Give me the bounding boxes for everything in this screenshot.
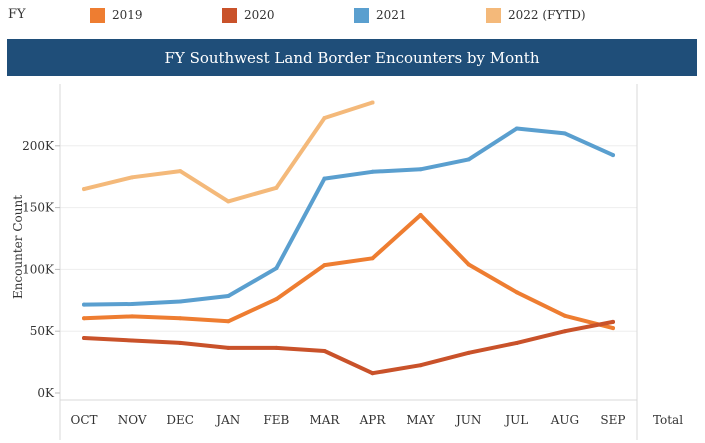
legend-label: 2021	[376, 8, 407, 22]
legend-label: 2019	[112, 8, 143, 22]
data-point[interactable]	[226, 199, 231, 204]
legend-item-2020[interactable]: 2020	[222, 6, 275, 24]
y-tick-label: 200K	[22, 139, 55, 153]
legend-swatch	[486, 7, 501, 23]
data-point[interactable]	[82, 316, 87, 321]
series-line-2020[interactable]	[82, 319, 615, 376]
data-point[interactable]	[514, 340, 519, 345]
data-point[interactable]	[130, 302, 135, 307]
x-tick-label: APR	[359, 413, 387, 427]
data-point[interactable]	[178, 316, 183, 321]
axis-layer: 0K 50K 100K 150K 200K OCT NOV DEC JAN FEB MAR APR MA…	[22, 84, 638, 440]
line-chart: 0K 50K 100K 150K 200K OCT NOV DEC JAN FEB MAR APR MA…	[11, 84, 683, 440]
legend-swatch	[222, 7, 237, 23]
x-tick-label: JUN	[454, 413, 481, 427]
data-point[interactable]	[226, 319, 231, 324]
data-point[interactable]	[562, 313, 567, 318]
data-point[interactable]	[226, 293, 231, 298]
data-point[interactable]	[322, 115, 327, 120]
chart-title: FY Southwest Land Border Encounters by M…	[7, 39, 697, 76]
legend-item-2019[interactable]: 2019	[90, 6, 143, 24]
data-point[interactable]	[370, 371, 375, 376]
legend-title: FY	[8, 7, 26, 22]
data-point[interactable]	[322, 176, 327, 181]
x-tick-label: MAY	[406, 413, 435, 427]
data-point[interactable]	[82, 187, 87, 192]
x-tick-label: JUL	[503, 413, 528, 427]
y-tick-label: 150K	[22, 201, 55, 215]
y-tick-label: 100K	[22, 262, 55, 276]
legend: FY 2019 2020 2021 2022 (FYTD)	[0, 0, 705, 30]
data-point[interactable]	[610, 326, 615, 331]
data-point[interactable]	[466, 157, 471, 162]
series-line-2022[interactable]	[82, 100, 375, 204]
data-point[interactable]	[274, 345, 279, 350]
legend-swatch	[354, 7, 369, 23]
y-tick-label: 50K	[30, 324, 55, 338]
data-point[interactable]	[514, 126, 519, 131]
data-point[interactable]	[274, 266, 279, 271]
data-point[interactable]	[466, 262, 471, 267]
x-tick-label: JAN	[214, 413, 240, 427]
data-point[interactable]	[178, 169, 183, 174]
data-point[interactable]	[370, 169, 375, 174]
x-tick-label: NOV	[118, 413, 147, 427]
data-point[interactable]	[370, 100, 375, 105]
data-point[interactable]	[562, 329, 567, 334]
data-point[interactable]	[274, 185, 279, 190]
legend-swatch	[90, 7, 105, 23]
data-point[interactable]	[562, 131, 567, 136]
data-point[interactable]	[82, 335, 87, 340]
x-tick-label: FEB	[263, 413, 289, 427]
data-point[interactable]	[178, 340, 183, 345]
data-point[interactable]	[226, 345, 231, 350]
data-point[interactable]	[178, 299, 183, 304]
data-point[interactable]	[130, 314, 135, 319]
data-point[interactable]	[130, 338, 135, 343]
y-tick-label: 0K	[37, 386, 55, 400]
grid-layer	[60, 145, 637, 332]
data-point[interactable]	[466, 350, 471, 355]
series-layer	[82, 100, 615, 376]
total-column-label: Total	[653, 413, 683, 427]
series-line-2021[interactable]	[82, 126, 615, 307]
data-point[interactable]	[610, 153, 615, 158]
x-tick-label: AUG	[550, 413, 579, 427]
data-point[interactable]	[82, 302, 87, 307]
data-point[interactable]	[610, 319, 615, 324]
legend-label: 2022 (FYTD)	[508, 8, 586, 22]
data-point[interactable]	[370, 256, 375, 261]
legend-item-2022[interactable]: 2022 (FYTD)	[486, 6, 586, 24]
legend-item-2021[interactable]: 2021	[354, 6, 407, 24]
data-point[interactable]	[130, 175, 135, 180]
x-tick-label: OCT	[71, 413, 98, 427]
x-tick-label: SEP	[600, 413, 625, 427]
data-point[interactable]	[418, 213, 423, 218]
y-axis-label: Encounter Count	[11, 195, 25, 299]
data-point[interactable]	[418, 167, 423, 172]
data-point[interactable]	[322, 263, 327, 268]
data-point[interactable]	[274, 297, 279, 302]
legend-label: 2020	[244, 8, 275, 22]
series-line-2019[interactable]	[82, 213, 615, 331]
x-tick-label: MAR	[309, 413, 340, 427]
x-tick-label: DEC	[166, 413, 194, 427]
data-point[interactable]	[418, 363, 423, 368]
data-point[interactable]	[322, 348, 327, 353]
data-point[interactable]	[514, 290, 519, 295]
